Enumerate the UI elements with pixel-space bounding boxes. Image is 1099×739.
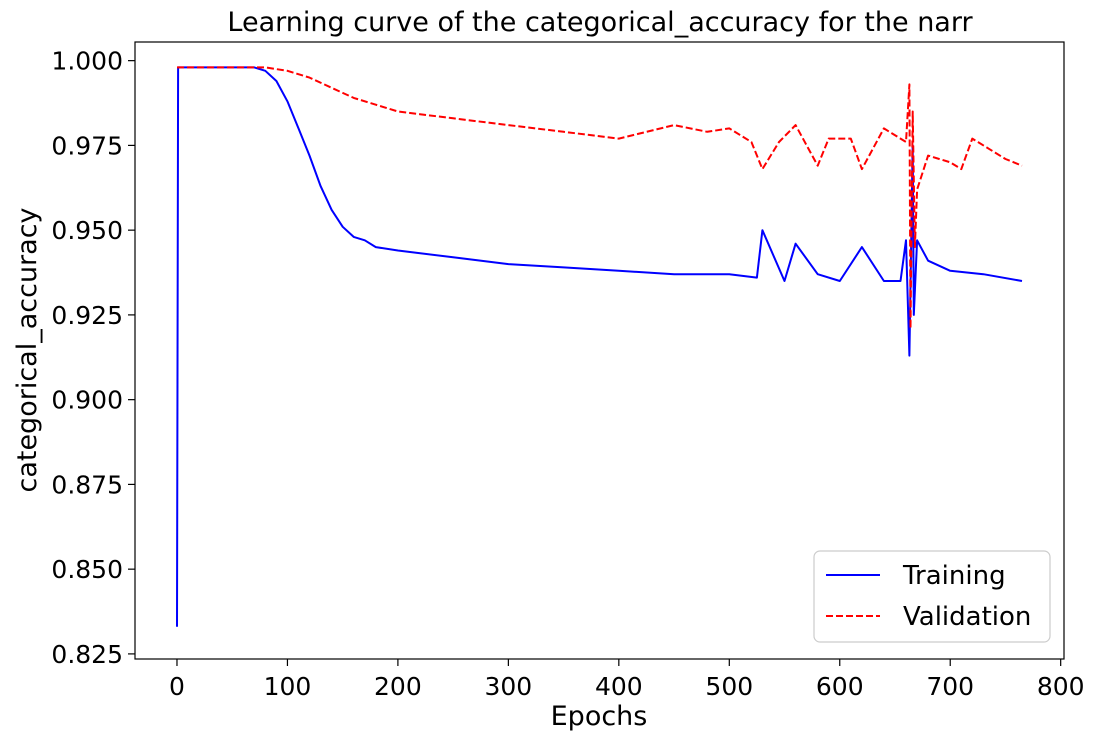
y-tick-label: 0.950 [51,216,123,245]
x-tick-label: 300 [485,672,533,701]
plot-lines [176,66,1023,627]
chart-title: Learning curve of the categorical_accura… [227,7,973,38]
x-tick-label: 700 [926,672,974,701]
x-tick-label: 500 [705,672,753,701]
x-axis-label: Epochs [551,701,648,732]
plot-frame [134,41,1065,660]
y-axis: 0.825 0.850 0.875 0.900 0.925 0.950 0.975 1.000 [51,47,135,669]
y-tick-label: 0.900 [51,386,123,415]
y-axis-label: categorical_accuracy [12,207,43,492]
legend-box [813,550,1051,643]
x-tick-label: 600 [816,672,864,701]
series-line-validation [177,66,1023,330]
y-tick-label: 1.000 [51,47,123,76]
legend-validation-label: Validation [903,602,1031,632]
x-axis: 0 100 200 300 400 500 600 700 800 [169,659,1085,701]
y-tick-label: 0.875 [51,470,123,499]
x-tick-label: 100 [264,672,312,701]
x-tick-label: 200 [374,672,422,701]
y-tick-label: 0.975 [51,131,123,160]
legend: Training Validation [813,550,1051,643]
x-tick-label: 400 [595,672,643,701]
y-tick-label: 0.925 [51,301,123,330]
y-tick-label: 0.850 [51,555,123,584]
y-tick-label: 0.825 [51,640,123,669]
legend-training-label: Training [902,561,1006,591]
x-tick-label: 0 [169,672,185,701]
x-tick-label: 800 [1037,672,1085,701]
